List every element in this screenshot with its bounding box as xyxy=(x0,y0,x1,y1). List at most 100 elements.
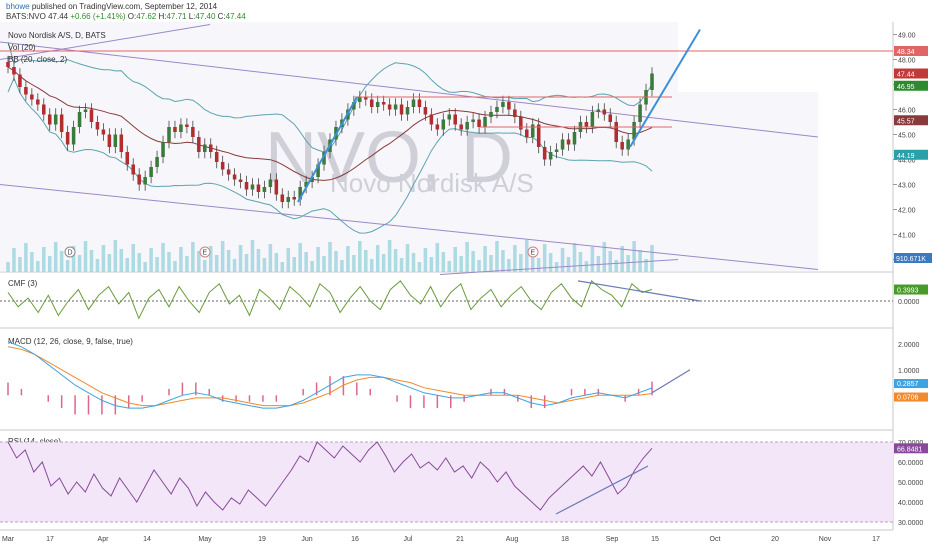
candle-body xyxy=(203,144,207,152)
time-tick-label: Apr xyxy=(98,536,110,543)
volume-bar xyxy=(417,262,422,272)
candle-body xyxy=(441,119,446,130)
volume-bar xyxy=(364,250,368,272)
chart-canvas[interactable]: NVO, D Novo Nordisk A/S 49.0048.0047.004… xyxy=(0,22,932,550)
legend-cmf: CMF (3) xyxy=(8,279,38,288)
rsi-badge-label: 66.8481 xyxy=(897,446,922,453)
price-badge-label: 47.44 xyxy=(897,72,915,79)
price-pane[interactable]: NVO, D Novo Nordisk A/S 49.0048.0047.004… xyxy=(0,22,932,275)
rsi-pane[interactable]: RSI (14, close) 70.000060.000050.000040.… xyxy=(0,437,928,527)
volume-bar xyxy=(179,247,183,272)
volume-bar xyxy=(369,259,374,272)
publish-line: bhowe published on TradingView.com, Sept… xyxy=(6,2,217,11)
price-badge-label: 45.57 xyxy=(897,118,915,125)
candle-body xyxy=(459,124,463,130)
candle-body xyxy=(316,164,320,177)
candle-body xyxy=(179,124,183,132)
volume-bar xyxy=(507,259,511,272)
close-value: 47.44 xyxy=(225,12,246,21)
candle-body xyxy=(214,152,219,162)
volume-bar xyxy=(560,248,565,272)
candle-body xyxy=(417,99,422,107)
volume-bar xyxy=(584,261,589,272)
symbol: BATS:NVO xyxy=(6,12,46,21)
low-label: L: xyxy=(188,12,196,21)
macd-badge-label: 0.2857 xyxy=(897,381,919,388)
publish-text: published on TradingView.com, September … xyxy=(31,2,218,11)
volume-bar xyxy=(477,260,481,272)
volume-bar xyxy=(274,253,279,272)
candle-body xyxy=(226,169,231,175)
time-tick-label: 15 xyxy=(651,536,659,543)
analysis-shade xyxy=(0,22,678,272)
candle-body xyxy=(513,109,517,117)
volume-bar xyxy=(107,254,112,272)
volume-bar xyxy=(131,244,135,272)
volume-bars xyxy=(6,240,654,272)
time-tick-label: May xyxy=(198,536,212,543)
volume-bar xyxy=(632,241,636,272)
candle-body xyxy=(471,119,475,122)
event-marker-label: E xyxy=(531,250,536,257)
projection-shade xyxy=(678,92,818,272)
volume-bar xyxy=(566,257,571,272)
price-badge-label: 44.19 xyxy=(897,153,915,160)
author-link[interactable]: bhowe xyxy=(6,2,30,11)
candle-body xyxy=(280,194,285,202)
volume-badge-label: 910.671K xyxy=(896,256,926,263)
volume-bar xyxy=(441,252,446,272)
volume-bar xyxy=(149,248,153,272)
volume-badge xyxy=(894,253,932,263)
volume-bar xyxy=(65,260,70,272)
candle-body xyxy=(310,177,314,182)
volume-bar xyxy=(208,246,213,272)
candle-body xyxy=(381,102,386,105)
candle-body xyxy=(483,117,487,127)
price-change: +0.66 (+1.41%) xyxy=(70,12,126,21)
candle-body xyxy=(501,102,505,107)
volume-bar xyxy=(322,256,326,272)
volume-bar xyxy=(298,243,302,272)
volume-bar xyxy=(483,246,487,272)
channel-lower-line xyxy=(0,184,819,270)
candle-body xyxy=(542,147,547,160)
channel-lines xyxy=(0,24,819,275)
candle-body xyxy=(113,134,118,147)
candle-body xyxy=(638,104,642,122)
low-value: 47.40 xyxy=(195,12,216,21)
volume-bar xyxy=(268,244,273,272)
macd-pane[interactable]: MACD (12, 26, close, 9, false, true) 2.0… xyxy=(7,337,928,415)
volume-bar xyxy=(53,242,58,272)
time-tick-label: Mar xyxy=(2,536,15,543)
volume-bar xyxy=(405,244,410,272)
volume-bar xyxy=(95,259,100,272)
candle-body xyxy=(197,137,201,152)
volume-bar xyxy=(328,242,332,272)
volume-bar xyxy=(304,252,308,272)
candle-body xyxy=(387,104,392,110)
volume-bar xyxy=(471,251,475,272)
volume-bar xyxy=(447,261,452,272)
candle-body xyxy=(173,127,177,132)
time-tick-label: Jun xyxy=(301,536,312,543)
volume-bar xyxy=(340,260,344,272)
macd-plot xyxy=(7,341,691,415)
trend-lines[interactable] xyxy=(297,28,701,203)
volume-bar xyxy=(101,245,106,272)
volume-bar xyxy=(352,255,356,272)
candle-body xyxy=(554,149,559,152)
candle-body xyxy=(650,73,654,90)
volume-bar xyxy=(197,251,201,272)
price-tick-label: 42.00 xyxy=(898,208,916,215)
candle-body xyxy=(6,62,10,67)
cmf-divergence-line xyxy=(577,280,701,302)
last-price: 47.44 xyxy=(48,12,69,21)
volume-bar xyxy=(393,249,398,272)
candle-body xyxy=(632,122,636,140)
candle-body xyxy=(232,174,237,180)
rsi-tick-label: 40.0000 xyxy=(898,500,923,507)
candle-body xyxy=(12,67,16,75)
volume-bar xyxy=(30,252,34,272)
cmf-pane[interactable]: CMF (3) 0.0000 0.3993 xyxy=(0,279,928,320)
